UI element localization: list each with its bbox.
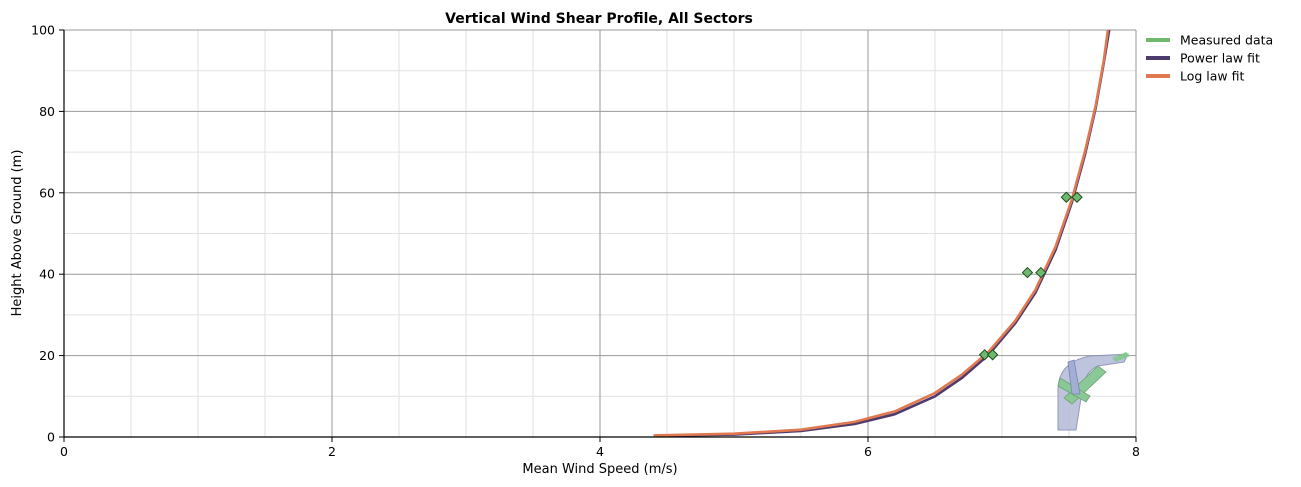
legend-label: Power law fit (1180, 51, 1260, 66)
y-axis-label: Height Above Ground (m) (10, 150, 25, 317)
y-tick-label: 80 (39, 104, 55, 119)
major-grid (64, 29, 1137, 437)
y-tick-label: 100 (31, 23, 55, 38)
x-tick-label: 0 (60, 444, 68, 459)
x-tick-label: 2 (328, 444, 336, 459)
measured-data-point (986, 349, 999, 361)
series-line-power-law-fit (653, 29, 1111, 438)
series-line-log-law-fit (653, 29, 1110, 437)
series-layer (653, 29, 1111, 438)
chart-title: Vertical Wind Shear Profile, All Sectors (445, 11, 753, 27)
x-tick-label: 8 (1132, 444, 1140, 459)
y-tick-label: 40 (39, 267, 55, 282)
y-tick-label: 0 (47, 430, 55, 445)
wind-rose-sector-icon (1057, 352, 1130, 431)
x-tick-label: 6 (864, 444, 872, 459)
measured-data-point (1071, 191, 1083, 203)
legend-label: Measured data (1180, 33, 1273, 48)
legend-label: Log law fit (1180, 69, 1245, 84)
measured-data-point (1035, 266, 1047, 279)
x-axis-label: Mean Wind Speed (m/s) (522, 462, 677, 477)
y-ticks: 0 20 40 60 80 100 (31, 23, 64, 445)
measured-data-point (1021, 266, 1034, 279)
measured-data-point (978, 349, 991, 361)
measured-data-point (1060, 191, 1073, 203)
x-ticks: 0 2 4 6 8 (60, 437, 1140, 459)
y-tick-label: 20 (39, 348, 55, 363)
y-tick-label: 60 (39, 185, 55, 200)
legend: Measured data Power law fit Log law fit (1146, 33, 1273, 84)
x-tick-label: 4 (596, 444, 604, 459)
